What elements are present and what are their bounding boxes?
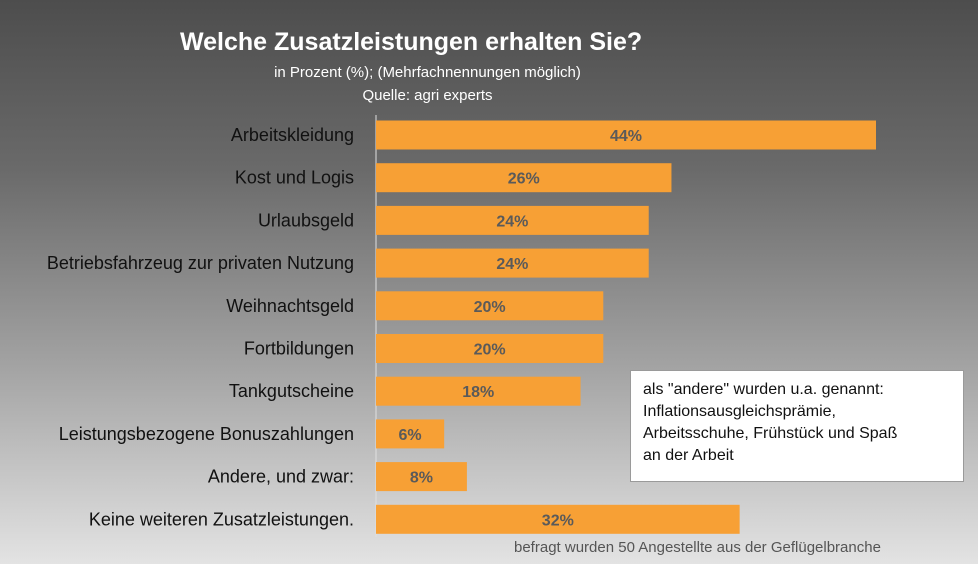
category-label: Leistungsbezogene Bonuszahlungen [59,424,354,444]
bar [376,334,604,363]
note-line: Arbeitsschuhe, Frühstück und Spaß [643,425,898,442]
category-label: Andere, und zwar: [208,467,354,487]
bar [376,504,740,534]
value-label: 8% [410,470,433,487]
value-label: 20% [474,342,506,359]
value-label: 6% [399,427,422,444]
chart-source: Quelle: agri experts [362,87,493,104]
value-label: 20% [474,299,506,316]
value-label: 24% [496,256,528,273]
value-label: 44% [610,128,642,145]
bar [376,376,581,406]
note-line: als "andere" wurden u.a. genannt: [643,381,884,398]
bar [376,462,467,492]
value-label: 32% [542,512,574,529]
note-box: als "andere" wurden u.a. genannt: Inflat… [630,370,964,482]
chart-title: Welche Zusatzleistungen erhalten Sie? [180,28,643,56]
value-label: 24% [496,213,528,230]
note-line: an der Arbeit [643,447,734,464]
bar [376,248,649,278]
value-label: 18% [462,384,494,401]
value-label: 26% [508,171,540,188]
bar [376,205,649,235]
category-label: Urlaubsgeld [258,210,354,230]
category-label: Arbeitskleidung [231,125,354,145]
bar [376,291,604,321]
chart-subtitle: in Prozent (%); (Mehrfachnennungen mögli… [274,64,581,81]
footnote: befragt wurden 50 Angestellte aus der Ge… [514,539,881,556]
category-label: Keine weiteren Zusatzleistungen. [89,509,354,529]
bar [376,120,876,150]
category-label: Betriebsfahrzeug zur privaten Nutzung [47,253,354,273]
bar [376,419,445,449]
note-line: Inflationsausgleichsprämie, [643,403,836,420]
category-label: Tankgutscheine [229,381,354,401]
category-label: Weihnachtsgeld [226,296,354,316]
bar [376,163,672,193]
category-label: Fortbildungen [244,339,354,359]
category-label: Kost und Logis [235,168,354,188]
